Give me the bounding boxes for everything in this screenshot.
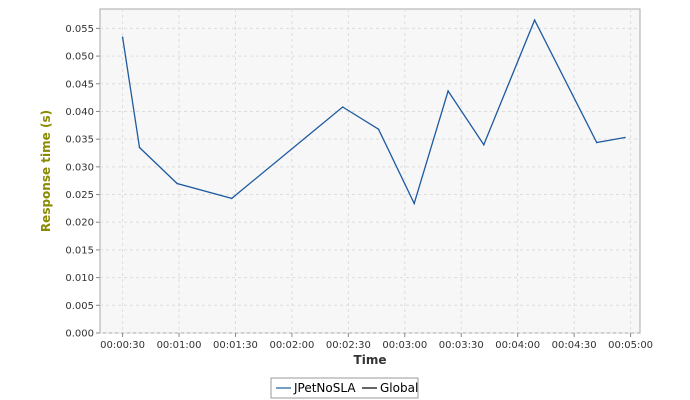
data-point — [483, 143, 485, 146]
series-line-jpetnosla — [121, 18, 626, 206]
x-tick-label: 00:01:00 — [157, 340, 202, 351]
x-tick-label: 00:02:00 — [269, 340, 314, 351]
grid-lines — [100, 9, 640, 334]
data-point — [413, 202, 416, 205]
y-axis-title: Response time (s) — [39, 110, 53, 232]
legend-label-jpetnosla: JPetNoSLA — [293, 381, 356, 395]
data-point — [533, 19, 536, 21]
y-tick-label: 0.025 — [65, 190, 94, 201]
y-tick-label: 0.030 — [65, 162, 94, 173]
data-point — [341, 106, 344, 108]
x-tick-label: 00:02:30 — [326, 340, 371, 351]
x-tick-label: 00:03:00 — [382, 340, 427, 351]
x-tick-label: 00:04:00 — [495, 340, 540, 351]
x-tick-label: 00:00:30 — [100, 340, 145, 351]
x-tick-label: 00:04:30 — [552, 340, 597, 351]
data-point — [176, 182, 178, 185]
y-tick-label: 0.010 — [65, 273, 94, 284]
legend-label-global: Global — [380, 381, 418, 395]
series-lines — [121, 18, 626, 206]
legend: JPetNoSLA Global — [270, 377, 419, 399]
data-point — [447, 90, 449, 92]
data-point — [624, 136, 626, 139]
data-point — [595, 141, 598, 144]
data-point — [377, 128, 380, 130]
y-tick-label: 0.045 — [65, 79, 94, 90]
data-point — [138, 146, 141, 149]
data-point — [230, 197, 233, 200]
legend-box — [270, 377, 419, 399]
data-point — [121, 36, 124, 39]
y-tick-label: 0.035 — [65, 135, 94, 146]
x-tick-label: 00:05:00 — [608, 340, 653, 351]
y-tick-label: 0.040 — [65, 107, 94, 118]
plot-area — [99, 8, 641, 334]
y-axis-ticks: 0.000 0.005 0.010 0.015 0.020 0.025 0.030 0.035… — [65, 24, 100, 340]
y-tick-label: 0.000 — [65, 329, 94, 340]
y-tick-label: 0.005 — [65, 301, 94, 312]
x-tick-label: 00:01:30 — [213, 340, 258, 351]
x-axis-title: Time — [354, 353, 387, 367]
y-tick-label: 0.050 — [65, 52, 94, 63]
y-tick-label: 0.015 — [65, 245, 94, 256]
y-tick-label: 0.055 — [65, 24, 94, 35]
y-tick-label: 0.020 — [65, 218, 94, 229]
x-tick-label: 00:03:30 — [439, 340, 484, 351]
x-axis-ticks: 00:00:30 00:01:00 00:01:30 00:02:00 00:02:30… — [100, 333, 653, 351]
